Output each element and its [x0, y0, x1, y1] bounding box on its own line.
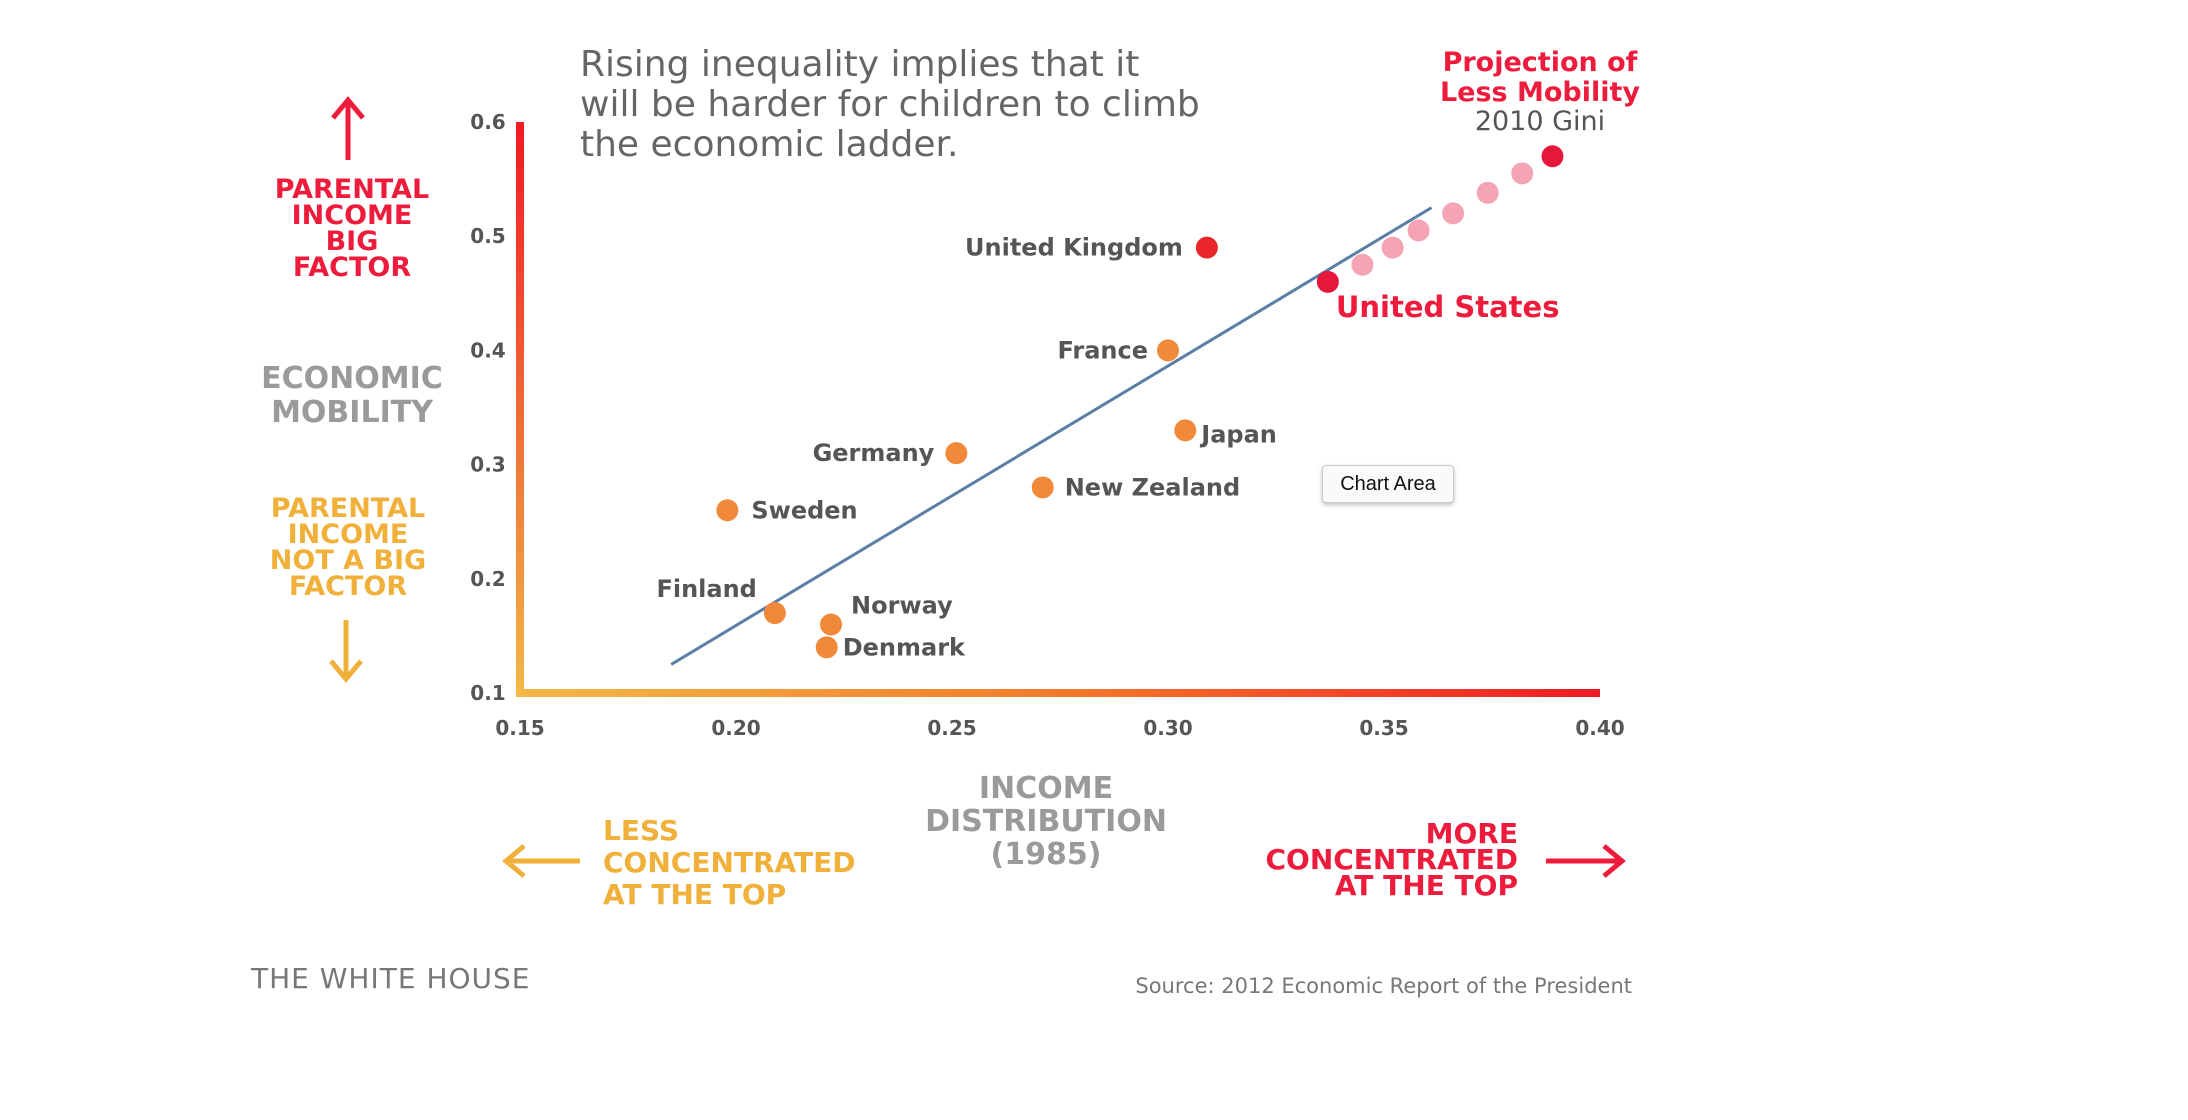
y-axis-line [516, 122, 524, 697]
point-united-kingdom [1195, 236, 1218, 259]
y-tick-labels: 0.1 0.2 0.3 0.4 0.5 0.6 [470, 110, 505, 705]
label-france: France [1058, 336, 1148, 364]
down-arrow-head-icon [329, 659, 363, 683]
label-united-kingdom: United Kingdom [965, 234, 1183, 262]
chart-title-text: Rising inequality implies that it will be… [580, 44, 1200, 165]
branding: THE WHITE HOUSE [250, 962, 531, 995]
projection-label-1: Projection of [1443, 47, 1638, 78]
left-arrow-head-icon [502, 844, 526, 878]
projection-point [1351, 253, 1374, 276]
right-arrow-head-icon [1602, 844, 1626, 878]
x-left-note: LESS CONCENTRATED AT THE TOP [603, 814, 856, 911]
label-germany: Germany [813, 439, 935, 467]
projection-label-2: Less Mobility [1440, 77, 1640, 108]
y-bottom-note: PARENTAL INCOME NOT A BIG FACTOR [270, 493, 426, 602]
point-france [1157, 339, 1179, 362]
label-sweden: Sweden [751, 496, 857, 524]
y-tick-label: 0.2 [470, 567, 505, 591]
projection-label-3: 2010 Gini [1475, 106, 1605, 137]
axes [516, 122, 1600, 697]
x-tick-label: 0.25 [927, 716, 976, 740]
x-axis-annotations: LESS CONCENTRATED AT THE TOP INCOME DISTRIBU… [502, 771, 1626, 911]
y-tick-label: 0.5 [470, 224, 505, 248]
point-germany [945, 442, 968, 465]
x-tick-labels: 0.15 0.20 0.25 0.30 0.35 0.40 [495, 716, 1624, 740]
x-axis-line [516, 689, 1600, 697]
y-tick-label: 0.4 [470, 338, 505, 362]
chart-area-tooltip: Chart Area [1322, 465, 1454, 503]
x-tick-label: 0.30 [1143, 716, 1192, 740]
trend-line [670, 206, 1433, 666]
point-new-zealand [1031, 476, 1054, 499]
projection-point [1442, 202, 1465, 225]
projection-point [1476, 181, 1499, 204]
x-tick-label: 0.35 [1359, 716, 1408, 740]
up-arrow-head-icon [331, 96, 365, 120]
projection-legend: Projection of Less Mobility 2010 Gini [1440, 47, 1640, 137]
x-right-note: MORE CONCENTRATED AT THE TOP [1265, 817, 1518, 902]
y-axis-label: ECONOMIC MOBILITY [261, 361, 443, 430]
label-denmark: Denmark [843, 633, 966, 661]
point-finland [763, 602, 786, 625]
label-japan: Japan [1199, 420, 1277, 448]
y-tick-label: 0.3 [470, 453, 505, 477]
chart-title: Rising inequality implies that it will be… [580, 44, 1200, 165]
projection-point [1407, 219, 1430, 242]
x-tick-label: 0.40 [1575, 716, 1624, 740]
country-series: United Kingdom France Japan Germany New Zeal… [656, 234, 1559, 662]
point-norway [820, 613, 843, 636]
source-note: Source: 2012 Economic Report of the Pres… [1135, 974, 1632, 998]
y-axis-annotations: PARENTAL INCOME BIG FACTOR ECONOMIC MOBILITY P… [261, 96, 443, 683]
projection-point [1511, 162, 1534, 185]
point-sweden [716, 499, 739, 522]
point-japan [1174, 419, 1197, 442]
y-tick-label: 0.6 [470, 110, 505, 134]
y-top-note: PARENTAL INCOME BIG FACTOR [275, 174, 429, 283]
projection-series [1351, 145, 1564, 276]
label-finland: Finland [656, 575, 756, 603]
x-tick-label: 0.15 [495, 716, 544, 740]
point-united-states [1316, 270, 1339, 293]
projection-point [1381, 236, 1404, 259]
x-tick-label: 0.20 [711, 716, 760, 740]
projection-point [1541, 145, 1564, 168]
point-denmark [815, 636, 838, 659]
label-united-states: United States [1336, 290, 1560, 324]
x-axis-label: INCOME DISTRIBUTION (1985) [925, 771, 1167, 872]
label-norway: Norway [851, 591, 953, 619]
label-new-zealand: New Zealand [1065, 473, 1240, 501]
y-tick-label: 0.1 [470, 681, 505, 705]
